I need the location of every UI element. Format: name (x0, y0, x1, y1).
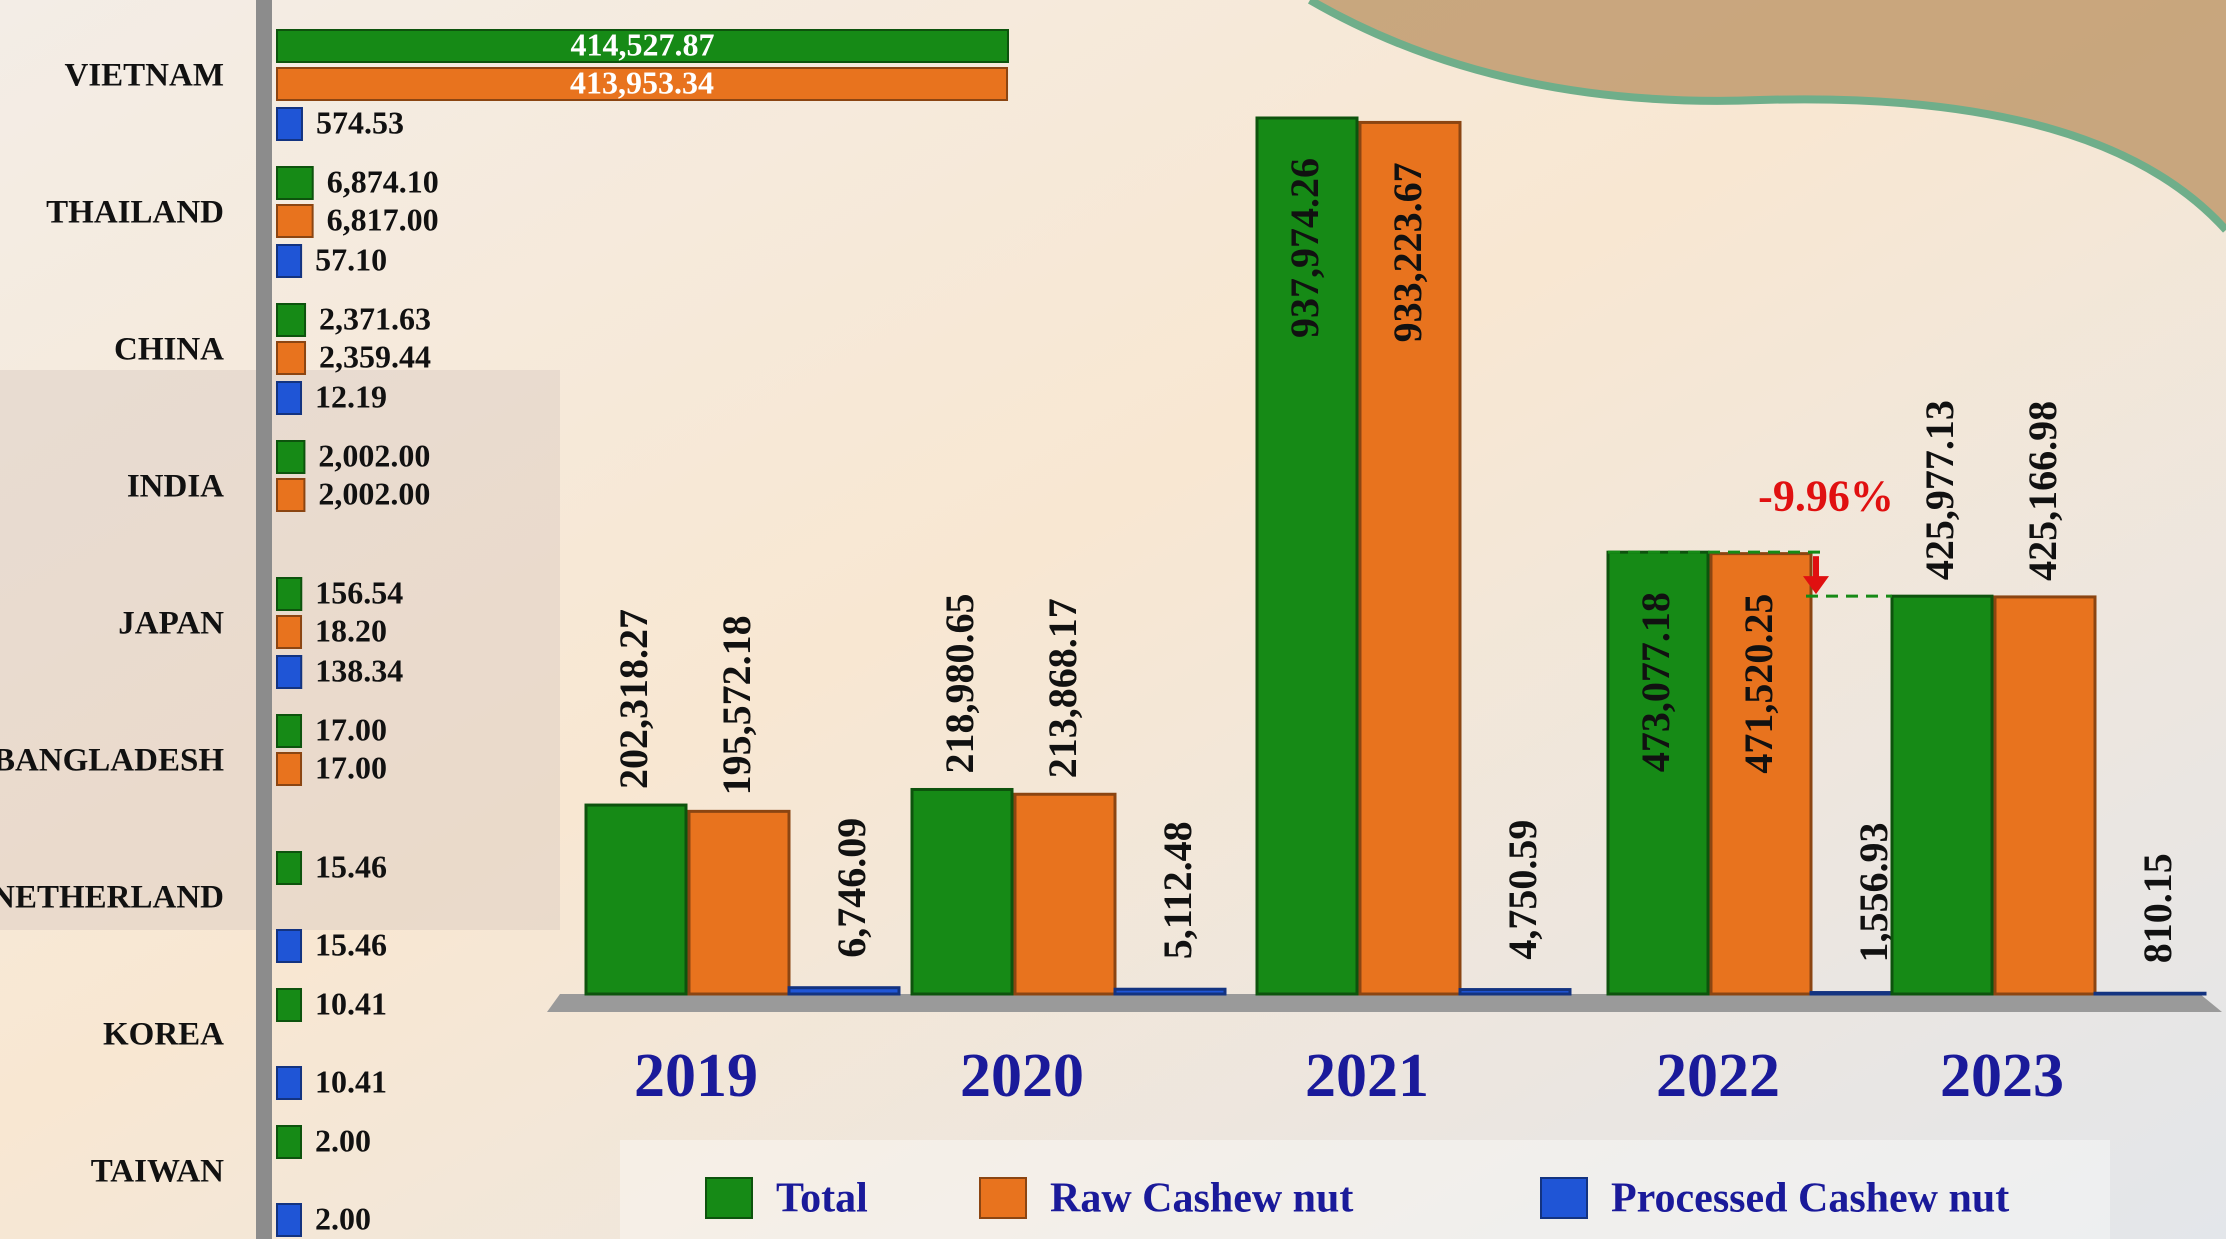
bar (277, 1126, 301, 1158)
left-axis (256, 0, 272, 1239)
bar (1995, 597, 2095, 994)
value-label: 2,002.00 (318, 475, 430, 511)
value-label: 937,974.26 (1282, 158, 1327, 338)
bar (277, 852, 301, 884)
value-label: 57.10 (315, 241, 387, 277)
country-label: BANGLADESH (0, 743, 224, 779)
country-label: NETHERLAND (0, 880, 224, 916)
value-label: 195,572.18 (714, 615, 759, 795)
value-label: 10.41 (315, 985, 387, 1021)
bar (277, 205, 313, 237)
bar (277, 342, 305, 374)
floor (547, 994, 2222, 1012)
value-label: 1,556.93 (1851, 823, 1896, 963)
value-label: 15.46 (315, 848, 387, 884)
bar (277, 1067, 301, 1099)
bar (277, 108, 302, 140)
bar (1892, 596, 1992, 994)
legend-swatch (706, 1178, 752, 1218)
bar (277, 715, 301, 747)
legend-label: Raw Cashew nut (1050, 1176, 1353, 1222)
value-label: 6,746.09 (829, 818, 874, 958)
annotation: -9.96% (1758, 471, 1894, 520)
value-label: 15.46 (315, 926, 387, 962)
country-label: TAIWAN (91, 1154, 224, 1190)
legend-label: Processed Cashew nut (1611, 1176, 2009, 1222)
value-label: 138.34 (315, 652, 403, 688)
x-tick-label: 2020 (960, 1042, 1084, 1110)
country-label: JAPAN (118, 606, 224, 642)
value-label: 413,953.34 (570, 64, 714, 100)
bar (277, 304, 305, 336)
bar (277, 930, 301, 962)
bar (789, 988, 899, 994)
bar (1115, 989, 1225, 994)
value-label: 473,077.18 (1633, 592, 1678, 772)
value-label: 213,868.17 (1040, 598, 1085, 778)
bar (277, 167, 313, 199)
bar (277, 1204, 301, 1236)
country-label: VIETNAM (64, 58, 224, 94)
value-label: 18.20 (315, 612, 387, 648)
value-label: 2,371.63 (319, 300, 431, 336)
bar (277, 616, 301, 648)
bar (277, 382, 301, 414)
value-label: 414,527.87 (571, 26, 715, 62)
x-tick-label: 2021 (1305, 1042, 1429, 1110)
value-label: 12.19 (315, 378, 387, 414)
bar (277, 753, 301, 785)
legend-label: Total (776, 1176, 868, 1222)
value-label: 202,318.27 (611, 609, 656, 789)
bar (586, 805, 686, 994)
country-label: THAILAND (46, 195, 224, 231)
value-label: 425,166.98 (2020, 401, 2065, 581)
legend-swatch (1541, 1178, 1587, 1218)
value-label: 17.00 (315, 711, 387, 747)
bar (277, 245, 301, 277)
x-tick-label: 2022 (1656, 1042, 1780, 1110)
country-label: INDIA (127, 469, 224, 505)
x-tick-label: 2023 (1940, 1042, 2064, 1110)
value-label: 218,980.65 (937, 593, 982, 773)
bar (1460, 990, 1570, 994)
value-label: 2,002.00 (318, 437, 430, 473)
value-label: 425,977.13 (1917, 400, 1962, 580)
value-label: 6,874.10 (327, 163, 439, 199)
value-label: 2.00 (315, 1122, 371, 1158)
value-label: 2,359.44 (319, 338, 431, 374)
bar (277, 578, 301, 610)
bar (2095, 993, 2205, 994)
bar (277, 989, 301, 1021)
x-tick-label: 2019 (634, 1042, 758, 1110)
legend-swatch (980, 1178, 1026, 1218)
country-label: KOREA (103, 1017, 224, 1053)
page: VIETNAM 414,527.87413,953.34 574.53 THAILAN… (0, 0, 2226, 1239)
value-label: 574.53 (316, 104, 404, 140)
value-label: 810.15 (2135, 853, 2180, 963)
bar (689, 811, 789, 994)
bar (277, 656, 301, 688)
bar (277, 479, 304, 511)
value-label: 471,520.25 (1736, 594, 1781, 774)
value-label: 156.54 (315, 574, 403, 610)
value-label: 5,112.48 (1155, 821, 1200, 959)
value-label: 2.00 (315, 1200, 371, 1236)
country-label: CHINA (114, 332, 224, 368)
value-label: 6,817.00 (327, 201, 439, 237)
bar (912, 789, 1012, 994)
chart: VIETNAM 414,527.87413,953.34 574.53 THAILAN… (0, 0, 2226, 1239)
bar (1015, 794, 1115, 994)
value-label: 17.00 (315, 749, 387, 785)
value-label: 10.41 (315, 1063, 387, 1099)
bar (277, 441, 304, 473)
value-label: 933,223.67 (1385, 162, 1430, 342)
value-label: 4,750.59 (1500, 820, 1545, 960)
